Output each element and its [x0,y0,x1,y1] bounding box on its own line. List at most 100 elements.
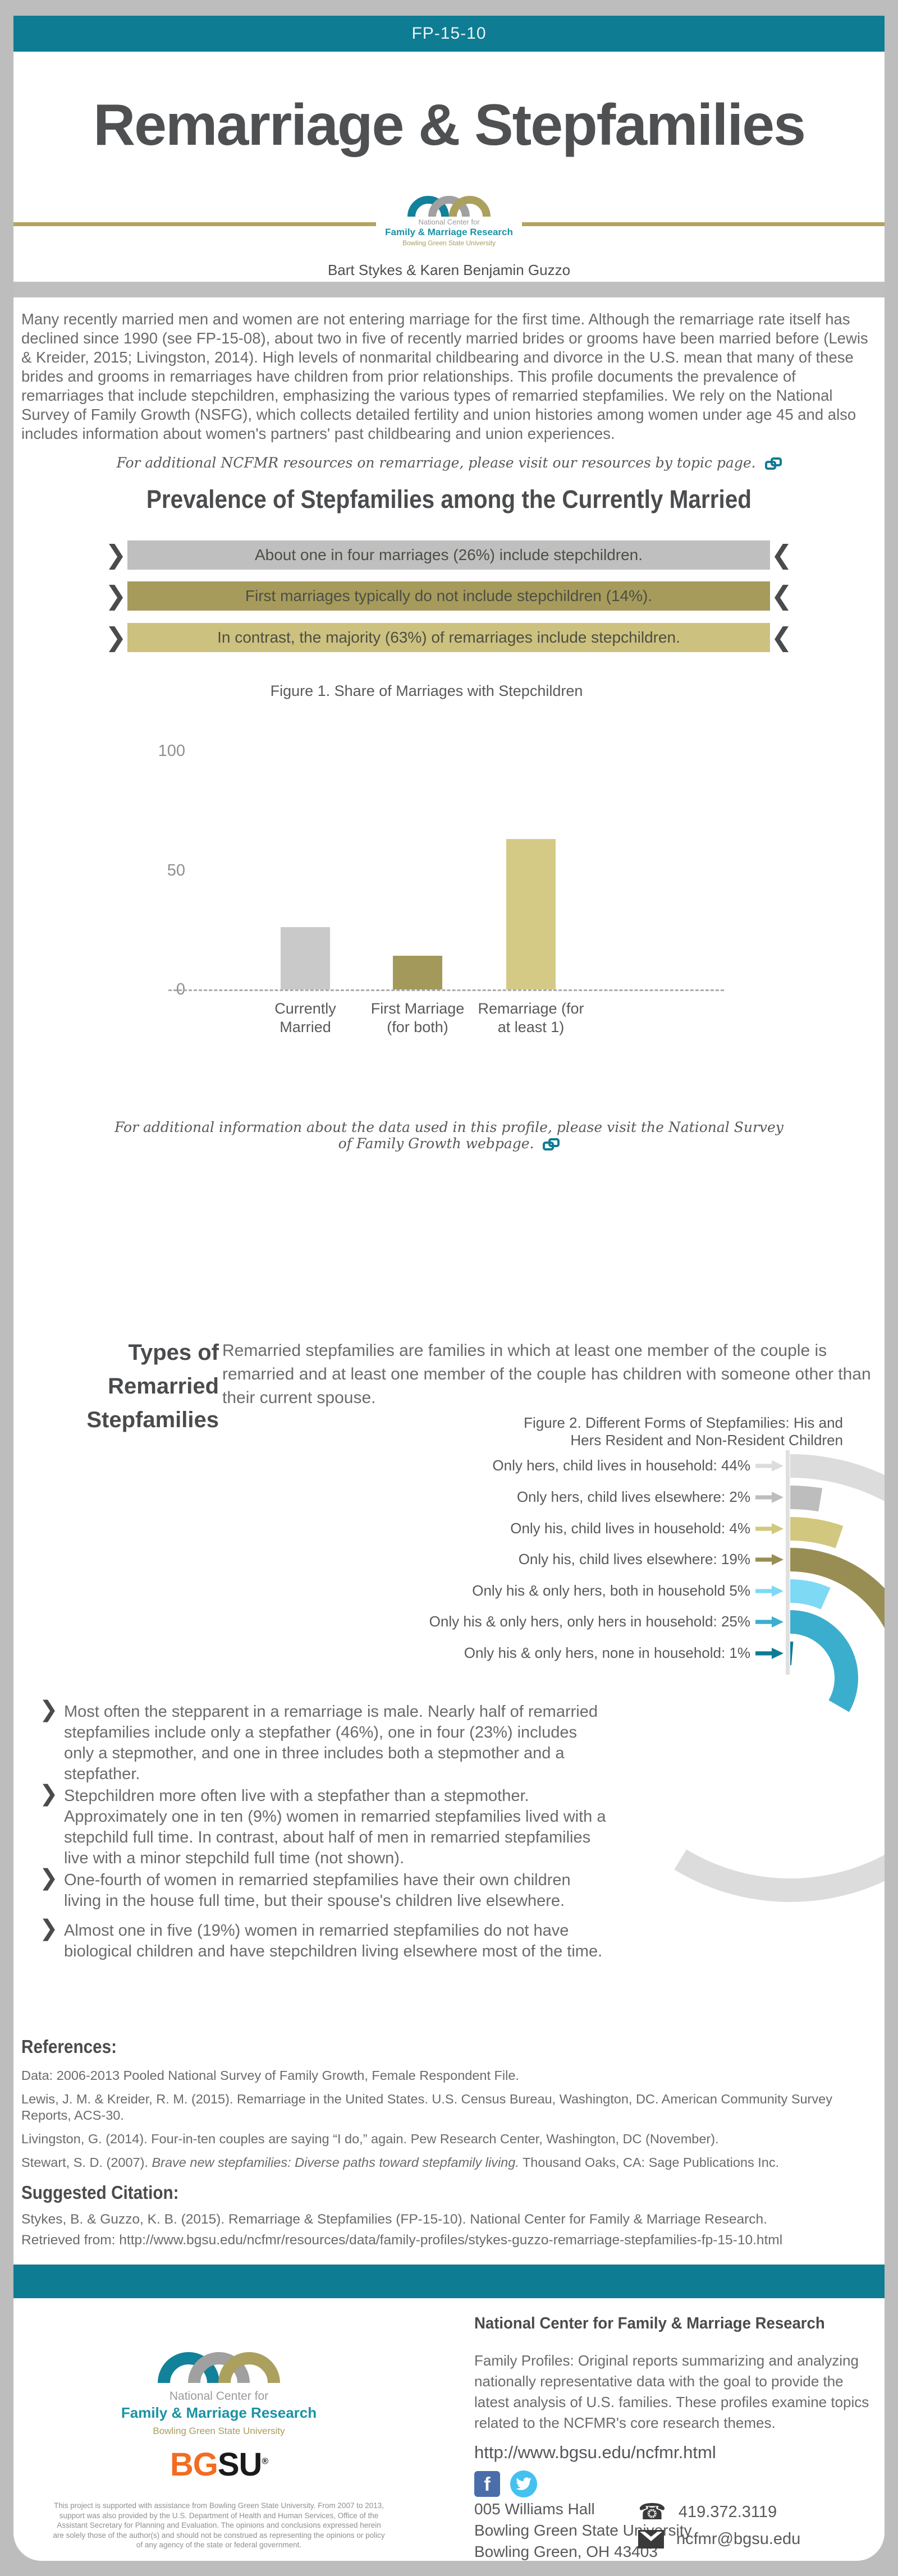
footer-email-row: ncfmr@bgsu.edu [638,2530,800,2549]
chevron-left-icon: ❮ [771,622,792,652]
footer-url[interactable]: http://www.bgsu.edu/ncfmr.html [474,2442,716,2462]
page-title: Remarriage & Stepfamilies [93,93,806,158]
figure2-arc-4 [790,1548,885,1629]
logo-line1: National Center for [418,218,480,226]
email-address[interactable]: ncfmr@bgsu.edu [676,2530,801,2548]
figure1-plot-area: 0 50 100 Currently Married First Marriage (f… [135,678,786,1037]
logo-line3: Bowling Green State University [402,239,496,247]
footer-social-row: f [474,2470,537,2497]
footer-logo-line1: National Center for [169,2390,269,2403]
bgsu-bg: BG [169,2446,218,2483]
stat-banner-1: ❯ About one in four marriages (26%) incl… [105,540,792,570]
section1-heading: Prevalence of Stepfamilies among the Cur… [13,485,885,514]
figure2-label-4: Only his, child lives elsewhere: 19% [518,1551,750,1567]
figure2-arrow-icon [755,1648,784,1659]
figure1-ytick-50: 50 [167,861,185,879]
figure2-arrow-icon [755,1616,784,1628]
address-line1: 005 Williams Hall [474,2500,595,2518]
stat-banner-3-text: In contrast, the majority (63%) of remar… [217,629,680,646]
footer-disclaimer: This project is supported with assistanc… [53,2501,385,2549]
facebook-icon[interactable]: f [474,2471,500,2497]
figure2-label-5: Only his & only hers, both in household … [472,1582,750,1599]
figure1-note: For additional information about the dat… [112,1119,786,1152]
figure1-title: Figure 1. Share of Marriages with Stepch… [270,682,583,699]
figure2-label-6: Only his & only hers, only hers in house… [429,1613,750,1630]
reference-item: Livingston, G. (2014). Four-in-ten coupl… [21,2132,719,2146]
stat-banner-2-text: First marriages typically do not include… [245,587,653,604]
section2-heading: Types of Remarried Stepfamilies [34,1336,219,1437]
ncfmr-logo: National Center for Family & Marriage Re… [376,182,522,260]
stat-banner-2: ❯ First marriages typically do not inclu… [105,581,792,611]
figure2-label-2: Only hers, child lives elsewhere: 2% [516,1488,750,1505]
figure2-title-line2: Hers Resident and Non-Resident Children [570,1432,843,1449]
figure2-arc-6 [790,1610,858,1712]
chevron-right-icon: ❯ [105,581,127,610]
chevron-right-icon: ❯ [105,540,127,569]
twitter-bird-icon [516,2477,532,2490]
figure1-ytick-100: 100 [158,742,185,760]
footer-logo-line2: Family & Marriage Research [121,2404,317,2421]
reference-item: Data: 2006-2013 Pooled National Survey o… [21,2068,519,2083]
stat-banner-3: ❯ In contrast, the majority (63%) of rem… [105,622,792,652]
chevron-left-icon: ❮ [771,581,792,610]
bullet-text-3: One-fourth of women in remarried stepfam… [64,1871,571,1910]
section2-heading-line2: Stepfamilies [86,1408,219,1432]
figure2-label-7: Only his & only hers, none in household:… [464,1644,750,1661]
bullet-item-3: ❯ One-fourth of women in remarried stepf… [39,1867,606,1912]
ncfmr-arches-icon [158,2352,280,2384]
link-icon[interactable] [543,1137,560,1152]
figure1-note-text: For additional information about the dat… [114,1119,784,1152]
bullet-chevron-icon: ❯ [39,1697,58,1722]
references-heading-text: References: [21,2036,117,2057]
link-icon[interactable] [764,456,782,471]
stat-banner-1-text: About one in four marriages (26%) includ… [254,546,643,563]
address-line3: Bowling Green, OH 43403 [474,2543,658,2560]
figure2-axis-line [786,1450,790,1675]
reference-item: Lewis, J. M. & Kreider, R. M. (2015). Re… [21,2092,832,2123]
bgsu-su: SU [217,2446,263,2483]
figure1-bar-1 [281,927,330,989]
bullet-chevron-icon: ❯ [39,1916,58,1941]
footer-teal-divider [13,2265,885,2298]
bullet-chevron-icon: ❯ [39,1781,58,1806]
figure2-arc-5 [790,1579,831,1610]
twitter-icon[interactable] [510,2470,537,2497]
footer-heading-text: National Center for Family & Marriage Re… [474,2314,825,2332]
figure2-arc-2 [790,1486,823,1512]
bullet-item-4: ❯ Almost one in five (19%) women in rema… [39,1916,606,1962]
figure1-category-label: First Marriage (for both) [370,1000,465,1035]
phone-icon: ☎ [638,2500,666,2524]
logo-line2: Family & Marriage Research [385,227,513,237]
figure1-category-label: Currently Married [274,1000,336,1035]
figure2-arrow-icon [755,1585,784,1597]
citation-text: Stykes, B. & Guzzo, K. B. (2015). Remarr… [21,2212,783,2248]
reference-stewart-title: Brave new stepfamilies: Diverse paths to… [152,2155,519,2170]
section2-paragraph: Remarried stepfamilies are families in w… [222,1341,871,1407]
doc-id: FP-15-10 [411,24,487,43]
figure2-label-1: Only hers, child lives in household: 44% [492,1457,750,1474]
bgsu-registered-mark: ® [262,2456,268,2467]
reference-stewart-pre: Stewart, S. D. (2007). [21,2155,152,2170]
bgsu-logo: BGSU® [28,2446,410,2483]
resources-note: For additional NCFMR resources on remarr… [13,455,885,471]
figure2-arrow-icon [755,1523,784,1534]
footer-right-column: National Center for Family & Marriage Re… [474,2301,890,2570]
bullet-item-2: ❯ Stepchildren more often live with a st… [39,1781,606,1869]
content-card: FP-15-10 Remarriage & Stepfamilies Natio… [13,16,885,2561]
figure2-arc-3 [790,1517,844,1548]
authors: Bart Stykes & Karen Benjamin Guzzo [327,262,571,278]
reference-item: Stewart, S. D. (2007). Brave new stepfam… [21,2155,869,2171]
figure2-label-3: Only his, child lives in household: 4% [510,1520,750,1537]
figure1-baseline [168,989,724,991]
chevron-right-icon: ❯ [105,622,127,652]
reference-stewart-post: Thousand Oaks, CA: Sage Publications Inc… [519,2155,780,2170]
references-heading: References: [21,2036,127,2057]
bullet-text-1: Most often the stepparent in a remarriag… [64,1703,598,1783]
citation-heading: Suggested Citation: [21,2182,196,2203]
references-list: Data: 2006-2013 Pooled National Survey o… [21,2068,869,2178]
ncfmr-arches-icon [407,196,491,217]
footer-phone-row: ☎ 419.372.3119 [638,2501,777,2523]
bullet-text-4: Almost one in five (19%) women in remarr… [64,1922,603,1960]
footer-logo-line3: Bowling Green State University [153,2426,285,2436]
footer-address: 005 Williams Hall Bowling Green State Un… [474,2499,692,2563]
